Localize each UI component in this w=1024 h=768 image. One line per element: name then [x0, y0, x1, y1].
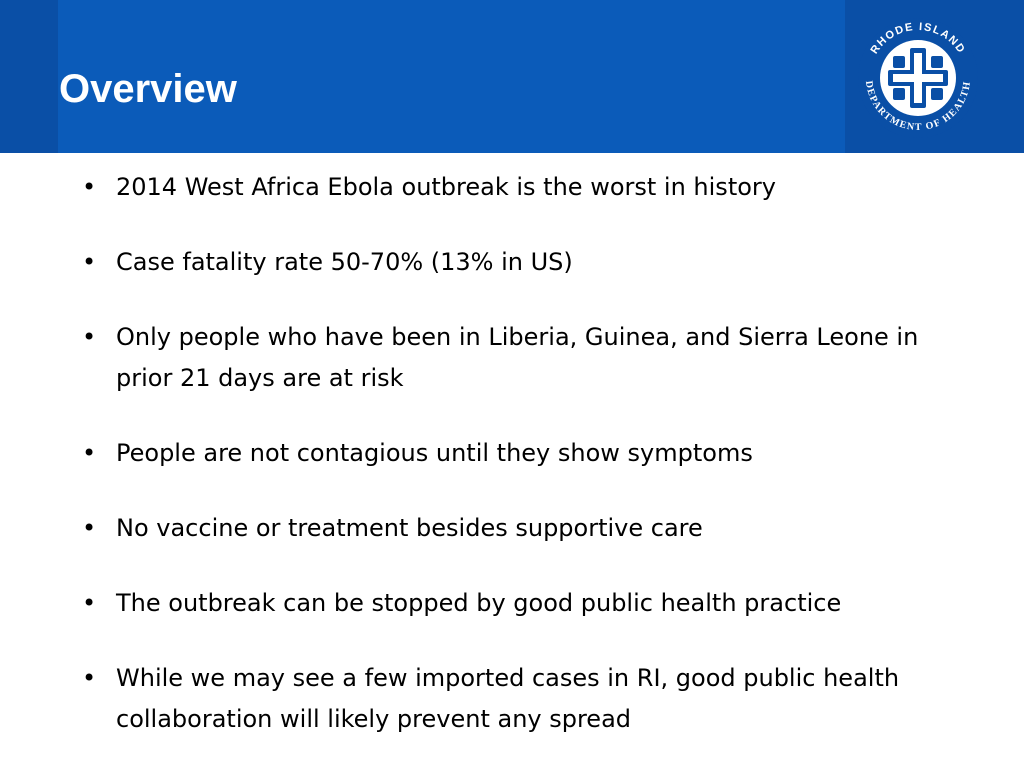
header-bar: Overview RHODE ISLAND DEPARTMENT OF HEAL…	[0, 0, 1024, 153]
slide-title: Overview	[59, 67, 237, 111]
bullet-text: No vaccine or treatment besides supporti…	[116, 514, 703, 542]
bullet-marker: •	[82, 589, 97, 617]
bullet-text: People are not contagious until they sho…	[116, 439, 753, 467]
bullet-item: • While we may see a few imported cases …	[82, 658, 982, 740]
bullet-text: 2014 West Africa Ebola outbreak is the w…	[116, 173, 776, 201]
bullet-item: • People are not contagious until they s…	[82, 433, 982, 474]
bullet-item: • Case fatality rate 50-70% (13% in US)	[82, 242, 982, 283]
bullet-item: • Only people who have been in Liberia, …	[82, 317, 982, 399]
bullet-item: • No vaccine or treatment besides suppor…	[82, 508, 982, 549]
bullet-list: • 2014 West Africa Ebola outbreak is the…	[82, 167, 982, 768]
bullet-text: Only people who have been in Liberia, Gu…	[116, 323, 919, 392]
bullet-text: Case fatality rate 50-70% (13% in US)	[116, 248, 573, 276]
bullet-item: • 2014 West Africa Ebola outbreak is the…	[82, 167, 982, 208]
bullet-marker: •	[82, 664, 97, 692]
bullet-item: • The outbreak can be stopped by good pu…	[82, 583, 982, 624]
bullet-marker: •	[82, 173, 97, 201]
bullet-marker: •	[82, 323, 97, 351]
bullet-text: The outbreak can be stopped by good publ…	[116, 589, 842, 617]
bullet-marker: •	[82, 439, 97, 467]
bullet-marker: •	[82, 248, 97, 276]
bullet-text: While we may see a few imported cases in…	[116, 664, 900, 733]
bullet-marker: •	[82, 514, 97, 542]
rhode-island-health-seal-icon: RHODE ISLAND DEPARTMENT OF HEALTH	[858, 18, 978, 138]
header-left-edge	[0, 0, 58, 153]
